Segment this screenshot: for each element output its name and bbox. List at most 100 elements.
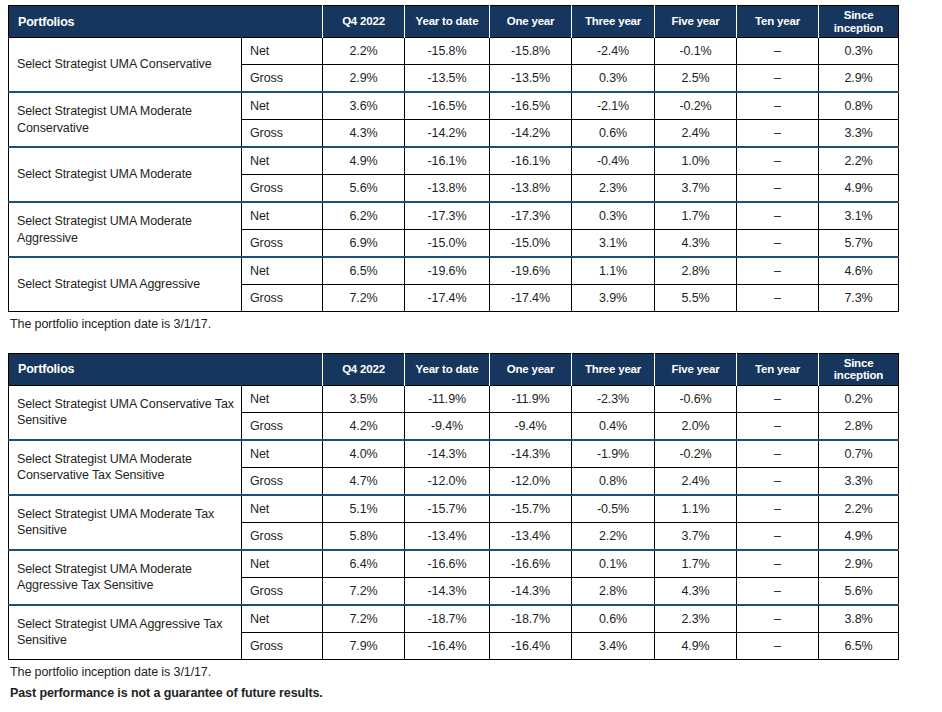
value-cell: 3.4% <box>572 632 655 659</box>
value-cell: -16.1% <box>405 147 490 175</box>
portfolio-name: Select Strategist UMA Moderate Conservat… <box>9 92 242 147</box>
value-cell: -12.0% <box>405 467 490 495</box>
row-label-net: Net <box>242 147 323 175</box>
inception-date-note-table2: The portfolio inception date is 3/1/17. <box>10 664 942 681</box>
value-cell: 3.5% <box>323 385 405 412</box>
row-label-gross: Gross <box>242 632 323 659</box>
value-cell: -19.6% <box>405 257 490 285</box>
row-label-net: Net <box>242 92 323 120</box>
portfolio-name: Select Strategist UMA Aggressive Tax Sen… <box>9 605 242 660</box>
header-row: PortfoliosQ4 2022Year to dateOne yearThr… <box>9 353 899 385</box>
value-cell: -17.4% <box>490 285 572 312</box>
value-cell: 5.8% <box>323 522 405 550</box>
value-cell: 5.5% <box>655 285 737 312</box>
value-cell: -16.6% <box>490 550 572 578</box>
value-cell: 0.3% <box>572 202 655 230</box>
row-label-gross: Gross <box>242 577 323 605</box>
value-cell: 0.3% <box>819 38 899 65</box>
row-label-net: Net <box>242 550 323 578</box>
value-cell: 5.6% <box>819 577 899 605</box>
value-cell: 0.4% <box>572 412 655 440</box>
value-cell: 2.8% <box>819 412 899 440</box>
document-page: PortfoliosQ4 2022Year to dateOne yearThr… <box>0 0 942 702</box>
row-label-net: Net <box>242 202 323 230</box>
column-header-three-year: Three year <box>572 353 655 385</box>
portfolio-name: Select Strategist UMA Moderate Conservat… <box>9 440 242 495</box>
value-cell: -14.2% <box>405 120 490 148</box>
value-cell: – <box>737 202 819 230</box>
value-cell: – <box>737 577 819 605</box>
value-cell: 4.2% <box>323 412 405 440</box>
value-cell: 6.5% <box>819 632 899 659</box>
value-cell: 3.7% <box>655 522 737 550</box>
value-cell: -11.9% <box>490 385 572 412</box>
value-cell: -13.4% <box>490 522 572 550</box>
column-header-ten-year: Ten year <box>737 6 819 38</box>
value-cell: -15.8% <box>405 38 490 65</box>
value-cell: -17.3% <box>405 202 490 230</box>
value-cell: 4.7% <box>323 467 405 495</box>
value-cell: 7.9% <box>323 632 405 659</box>
value-cell: 2.4% <box>655 467 737 495</box>
value-cell: – <box>737 257 819 285</box>
value-cell: – <box>737 385 819 412</box>
column-header-portfolios: Portfolios <box>9 353 323 385</box>
table-row: Select Strategist UMA Moderate Aggressiv… <box>9 550 899 578</box>
value-cell: -0.6% <box>655 385 737 412</box>
value-cell: 6.4% <box>323 550 405 578</box>
value-cell: – <box>737 230 819 258</box>
value-cell: 1.7% <box>655 202 737 230</box>
value-cell: 2.2% <box>819 495 899 523</box>
value-cell: 1.1% <box>572 257 655 285</box>
value-cell: -15.8% <box>490 38 572 65</box>
row-label-net: Net <box>242 38 323 65</box>
table-row: Select Strategist UMA Moderate Aggressiv… <box>9 202 899 230</box>
portfolio-name: Select Strategist UMA Conservative Tax S… <box>9 385 242 440</box>
value-cell: -15.7% <box>405 495 490 523</box>
value-cell: 3.6% <box>323 92 405 120</box>
value-cell: -14.3% <box>405 577 490 605</box>
value-cell: -0.1% <box>655 38 737 65</box>
value-cell: – <box>737 412 819 440</box>
portfolio-name: Select Strategist UMA Moderate <box>9 147 242 202</box>
value-cell: 0.6% <box>572 120 655 148</box>
value-cell: 4.0% <box>323 440 405 468</box>
column-header-one-year: One year <box>490 353 572 385</box>
value-cell: 2.9% <box>819 550 899 578</box>
value-cell: 7.2% <box>323 577 405 605</box>
value-cell: 2.5% <box>655 65 737 93</box>
table-row: Select Strategist UMA ConservativeNet2.2… <box>9 38 899 65</box>
row-label-net: Net <box>242 605 323 633</box>
value-cell: 2.3% <box>572 175 655 203</box>
value-cell: -9.4% <box>405 412 490 440</box>
value-cell: 3.3% <box>819 120 899 148</box>
value-cell: 0.6% <box>572 605 655 633</box>
value-cell: 0.7% <box>819 440 899 468</box>
value-cell: -15.0% <box>405 230 490 258</box>
value-cell: 3.3% <box>819 467 899 495</box>
value-cell: 3.1% <box>572 230 655 258</box>
value-cell: -2.3% <box>572 385 655 412</box>
value-cell: 2.2% <box>572 522 655 550</box>
value-cell: 7.3% <box>819 285 899 312</box>
value-cell: 2.2% <box>819 147 899 175</box>
value-cell: -13.5% <box>490 65 572 93</box>
value-cell: -14.3% <box>490 440 572 468</box>
value-cell: -14.3% <box>490 577 572 605</box>
value-cell: 0.8% <box>819 92 899 120</box>
value-cell: -14.3% <box>405 440 490 468</box>
value-cell: 7.2% <box>323 285 405 312</box>
value-cell: -16.4% <box>490 632 572 659</box>
portfolio-name: Select Strategist UMA Moderate Tax Sensi… <box>9 495 242 550</box>
value-cell: -0.2% <box>655 440 737 468</box>
portfolio-name: Select Strategist UMA Moderate Aggressiv… <box>9 202 242 257</box>
column-header-year-to-date: Year to date <box>405 353 490 385</box>
table-row: Select Strategist UMA ModerateNet4.9%-16… <box>9 147 899 175</box>
row-label-gross: Gross <box>242 65 323 93</box>
value-cell: 2.9% <box>819 65 899 93</box>
value-cell: 0.2% <box>819 385 899 412</box>
column-header-ten-year: Ten year <box>737 353 819 385</box>
value-cell: 4.9% <box>655 632 737 659</box>
performance-table-tax-sensitive: PortfoliosQ4 2022Year to dateOne yearThr… <box>8 353 899 660</box>
value-cell: -14.2% <box>490 120 572 148</box>
